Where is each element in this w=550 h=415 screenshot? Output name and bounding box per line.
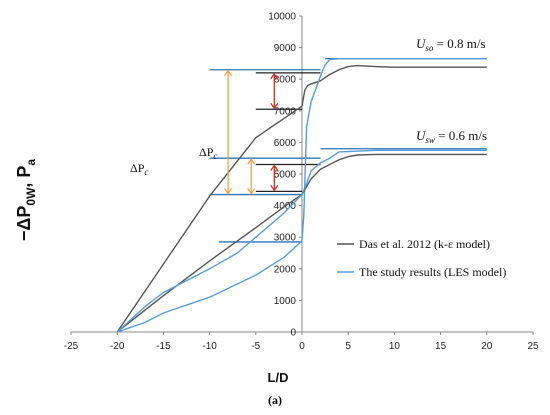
x-tick-label: -5 — [251, 341, 260, 352]
y-tick-label: 10000 — [268, 12, 296, 23]
x-tick-label: -10 — [202, 341, 217, 352]
series-line-3 — [116, 149, 487, 333]
y-tick-label: 7000 — [274, 106, 297, 117]
arrow-head — [247, 158, 256, 165]
arrow-head — [247, 188, 256, 195]
arrow-head — [270, 72, 279, 80]
y-tick-label: 0 — [290, 328, 296, 339]
x-tick-label: 25 — [527, 341, 539, 352]
arrow-head — [270, 185, 279, 192]
arrow-head — [224, 69, 233, 77]
x-tick-labels: -25 -20 -15 -10 -5 0 5 10 15 20 25 — [64, 332, 539, 352]
y-tick-label: 2000 — [274, 264, 297, 275]
y-tick-label: 1000 — [274, 296, 297, 307]
x-tick-label: 20 — [481, 341, 493, 352]
arrow-head — [270, 102, 279, 110]
arrow-head — [270, 164, 279, 171]
legend-label-das: Das et al. 2012 (k-ε model) — [359, 237, 490, 251]
x-tick-label: -15 — [156, 341, 171, 352]
annotation-dp-left: ΔPc — [130, 161, 148, 177]
x-tick-label: 10 — [389, 341, 401, 352]
annotation-uso: Uso = 0.8 m/s — [416, 36, 486, 53]
y-axis-label: −ΔP0W, Pa — [14, 159, 38, 241]
y-tick-label: 3000 — [274, 233, 297, 244]
y-tick-labels: 0100020003000400050006000700080009000100… — [268, 12, 302, 339]
y-tick-label: 9000 — [274, 43, 297, 54]
series-line-1 — [116, 58, 487, 333]
y-tick-label: 5000 — [274, 170, 297, 181]
x-tick-label: 5 — [345, 341, 351, 352]
series-line-2 — [116, 153, 487, 333]
x-tick-label: -25 — [64, 341, 79, 352]
legend: Das et al. 2012 (k-ε model) The study re… — [337, 237, 506, 279]
y-tick-label: 6000 — [274, 138, 297, 149]
x-tick-label: 0 — [299, 341, 305, 352]
arrow-head — [224, 188, 233, 195]
x-tick-label: -20 — [110, 341, 125, 352]
x-axis-label: L/D — [268, 370, 289, 385]
x-tick-label: 15 — [435, 341, 447, 352]
annotation-dp-mid: ΔPc — [199, 145, 217, 161]
figure-caption: (a) — [268, 393, 282, 407]
annotation-usw: Usw = 0.6 m/s — [416, 128, 487, 145]
y-tick-label: 8000 — [274, 75, 297, 86]
series-line-0 — [116, 64, 487, 333]
series-lines — [116, 58, 487, 333]
legend-label-study: The study results (LES model) — [359, 265, 506, 279]
arrows — [224, 69, 279, 195]
